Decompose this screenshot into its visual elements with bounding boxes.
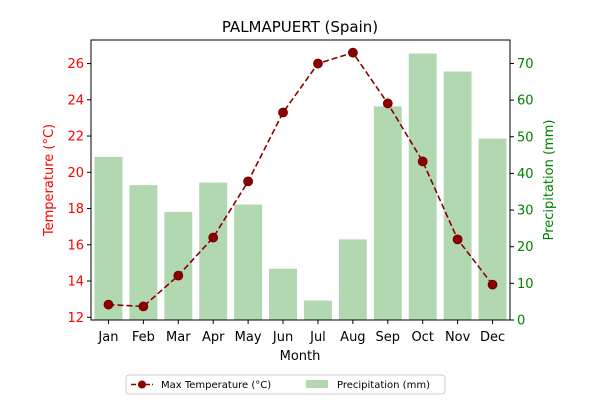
legend: Max Temperature (°C) Precipitation (mm) bbox=[125, 374, 446, 395]
y-left-tick-label: 26 bbox=[67, 57, 84, 72]
y-axis-right-title: Precipitation (mm) bbox=[542, 120, 557, 241]
y-right-tick-label: 30 bbox=[517, 204, 534, 219]
precip-bar-aug bbox=[338, 239, 367, 320]
precip-bar-jan bbox=[94, 156, 123, 320]
precip-bar-apr bbox=[199, 182, 228, 320]
legend-bar-swatch bbox=[306, 380, 328, 388]
y-left-tick-label: 20 bbox=[67, 166, 84, 181]
temp-point-apr bbox=[208, 232, 219, 243]
y-right-tick-label: 70 bbox=[517, 57, 534, 72]
plot-frame bbox=[90, 39, 511, 321]
x-tick-label: May bbox=[235, 330, 262, 345]
temp-point-may bbox=[243, 176, 254, 187]
temp-point-oct bbox=[417, 156, 428, 167]
y-right-tick-label: 20 bbox=[517, 240, 534, 255]
temp-point-nov bbox=[452, 234, 463, 245]
precip-bar-oct bbox=[408, 53, 437, 320]
legend-marker-swatch bbox=[138, 380, 146, 389]
y-left-tick-label: 16 bbox=[67, 238, 84, 253]
y-axis-right: 0 10 20 30 40 50 60 70 bbox=[510, 57, 534, 329]
x-tick-label: Sep bbox=[376, 330, 401, 345]
x-tick-label: Jan bbox=[97, 330, 118, 345]
precip-bar-nov bbox=[443, 71, 472, 320]
precip-bar-feb bbox=[129, 185, 158, 320]
y-left-tick-label: 22 bbox=[67, 130, 84, 145]
legend-label-precipitation: Precipitation (mm) bbox=[337, 380, 430, 391]
x-tick-label: Oct bbox=[411, 330, 433, 345]
temp-point-jun bbox=[278, 107, 288, 118]
temperature-series bbox=[103, 47, 498, 312]
x-tick-label: Feb bbox=[132, 330, 155, 345]
temp-point-jan bbox=[103, 299, 114, 310]
temp-point-jul bbox=[313, 58, 323, 69]
legend-box bbox=[125, 374, 446, 395]
x-axis: Jan Feb Mar Apr May Jun Jul Aug Sep Oct Nov Dec bbox=[97, 320, 505, 345]
x-tick-label: Nov bbox=[445, 330, 471, 345]
y-right-tick-label: 40 bbox=[517, 167, 534, 182]
y-right-tick-label: 0 bbox=[517, 314, 525, 329]
y-right-tick-label: 50 bbox=[517, 130, 534, 145]
y-left-tick-label: 24 bbox=[67, 93, 84, 108]
x-tick-label: Mar bbox=[166, 330, 191, 345]
x-tick-label: Jun bbox=[272, 330, 293, 345]
y-axis-left: 12 14 16 18 20 22 24 26 bbox=[67, 57, 91, 326]
temp-point-aug bbox=[347, 47, 358, 58]
y-left-tick-label: 18 bbox=[67, 202, 84, 217]
temp-point-sep bbox=[382, 98, 393, 109]
temp-point-mar bbox=[173, 270, 184, 281]
precipitation-bars bbox=[94, 53, 507, 320]
temperature-line bbox=[108, 51, 494, 308]
precip-bar-may bbox=[234, 204, 263, 320]
y-left-tick-label: 12 bbox=[67, 311, 84, 326]
x-axis-title: Month bbox=[280, 349, 321, 364]
x-tick-label: Apr bbox=[202, 330, 225, 345]
x-tick-label: Aug bbox=[340, 330, 365, 345]
precip-bar-jun bbox=[269, 268, 298, 320]
chart-title: PALMAPUERT (Spain) bbox=[222, 18, 378, 36]
x-tick-label: Dec bbox=[480, 330, 505, 345]
legend-label-temperature: Max Temperature (°C) bbox=[161, 380, 271, 391]
precip-bar-dec bbox=[478, 138, 507, 320]
y-left-tick-label: 14 bbox=[67, 275, 84, 290]
temp-point-dec bbox=[487, 279, 498, 290]
y-right-tick-label: 60 bbox=[517, 94, 534, 109]
precip-bar-sep bbox=[373, 106, 402, 320]
y-right-tick-label: 10 bbox=[517, 277, 534, 292]
temp-point-feb bbox=[138, 301, 149, 312]
x-tick-label: Jul bbox=[309, 330, 326, 345]
y-axis-left-title: Temperature (°C) bbox=[42, 124, 57, 237]
plot-border bbox=[90, 39, 511, 321]
precip-bar-jul bbox=[303, 300, 332, 320]
